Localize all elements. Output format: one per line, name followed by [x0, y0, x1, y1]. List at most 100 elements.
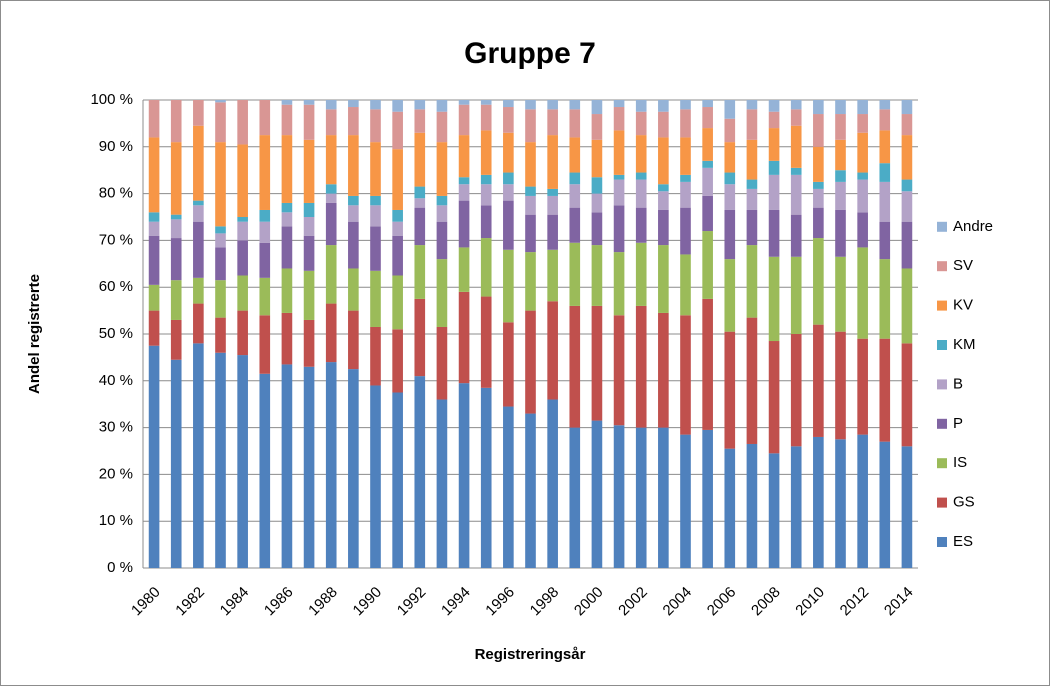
bar-segment: [170, 238, 182, 281]
bar-segment: [281, 104, 293, 136]
bar-segment: [658, 137, 669, 185]
bar-segment: [547, 188, 558, 196]
bar-segment: [148, 100, 160, 138]
bar-segment: [370, 326, 381, 386]
bar-segment: [857, 434, 868, 568]
bar-segment: [503, 322, 514, 407]
bar-segment: [480, 174, 492, 185]
bar-segment: [215, 226, 226, 234]
bar-segment: [458, 247, 470, 292]
bar-segment: [436, 399, 448, 568]
bar-segment: [480, 100, 492, 105]
bar-segment: [790, 446, 802, 568]
bar-segment: [879, 163, 891, 182]
bar-segment: [857, 100, 868, 115]
bar-segment: [813, 146, 824, 182]
bar-segment: [193, 100, 204, 126]
bar-segment: [170, 142, 182, 215]
bar-segment: [525, 413, 536, 568]
y-tick-label: 80 %: [99, 185, 133, 202]
bar-segment: [680, 100, 691, 110]
bar-segment: [547, 301, 558, 400]
bar-segment: [480, 387, 492, 568]
bar-segment: [658, 312, 669, 428]
bar-segment: [303, 217, 315, 236]
bar-segment: [503, 200, 514, 250]
bar-segment: [414, 198, 426, 208]
bar-segment: [414, 109, 426, 133]
bar-segment: [835, 209, 846, 257]
bar-segment: [746, 443, 758, 568]
bar-segment: [193, 205, 204, 222]
bar-segment: [790, 100, 802, 110]
legend-swatch: [937, 261, 947, 272]
bar-segment: [724, 172, 736, 185]
bar-segment: [503, 107, 514, 133]
bar-segment: [259, 373, 271, 568]
bar-segment: [370, 109, 381, 143]
bar-segment: [325, 193, 337, 203]
bar-segment: [702, 160, 713, 168]
bar-segment: [348, 221, 359, 269]
bar-segment: [746, 100, 758, 110]
bar-segment: [857, 212, 868, 248]
bar-segment: [325, 135, 337, 185]
bar-segment: [503, 172, 514, 185]
bar-segment: [724, 142, 736, 173]
bar-segment: [879, 441, 891, 568]
bar-segment: [768, 174, 780, 210]
bar-segment: [813, 100, 824, 115]
bar-segment: [170, 100, 182, 143]
bar-segment: [901, 446, 913, 568]
bar-segment: [591, 114, 603, 140]
bar-segment: [680, 109, 691, 138]
bar-segment: [746, 179, 758, 189]
bar-segment: [525, 252, 536, 311]
bar-segment: [746, 188, 758, 210]
bar-segment: [591, 212, 603, 246]
bar-segment: [348, 310, 359, 370]
bar-segment: [591, 305, 603, 421]
bar-segment: [392, 392, 403, 568]
bar-segment: [790, 125, 802, 168]
bar-segment: [480, 130, 492, 175]
bar-segment: [635, 111, 647, 136]
bar-segment: [215, 280, 226, 318]
bar-segment: [325, 100, 337, 110]
bar-segment: [259, 277, 271, 316]
legend-swatch: [937, 537, 947, 547]
bar-segment: [480, 238, 492, 297]
bar-segment: [768, 128, 780, 161]
bar-segment: [547, 100, 558, 110]
bar-segment: [591, 100, 603, 115]
y-tick-label: 20 %: [99, 465, 133, 482]
bar-segment: [746, 209, 758, 246]
bar-segment: [547, 195, 558, 215]
bar-segment: [325, 202, 337, 246]
bar-segment: [348, 268, 359, 311]
bar-segment: [879, 338, 891, 442]
bar-segment: [790, 109, 802, 126]
bar-segment: [348, 100, 359, 108]
bar-segment: [281, 268, 293, 313]
bar-segment: [215, 247, 226, 281]
bar-segment: [259, 221, 271, 243]
bar-segment: [148, 284, 160, 311]
bar-segment: [857, 179, 868, 213]
bar-segment: [901, 268, 913, 344]
bar-segment: [436, 111, 448, 143]
bar-segment: [813, 188, 824, 208]
bar-segment: [281, 135, 293, 203]
bar-segment: [303, 270, 315, 320]
bar-segment: [569, 172, 581, 185]
bar-segment: [503, 249, 514, 323]
bar-segment: [348, 195, 359, 206]
bar-segment: [835, 439, 846, 568]
bar-segment: [901, 114, 913, 136]
bar-segment: [813, 207, 824, 239]
bar-segment: [658, 100, 669, 112]
bar-segment: [215, 100, 226, 103]
bar-segment: [680, 174, 691, 182]
bar-segment: [879, 130, 891, 164]
bar-segment: [702, 100, 713, 108]
